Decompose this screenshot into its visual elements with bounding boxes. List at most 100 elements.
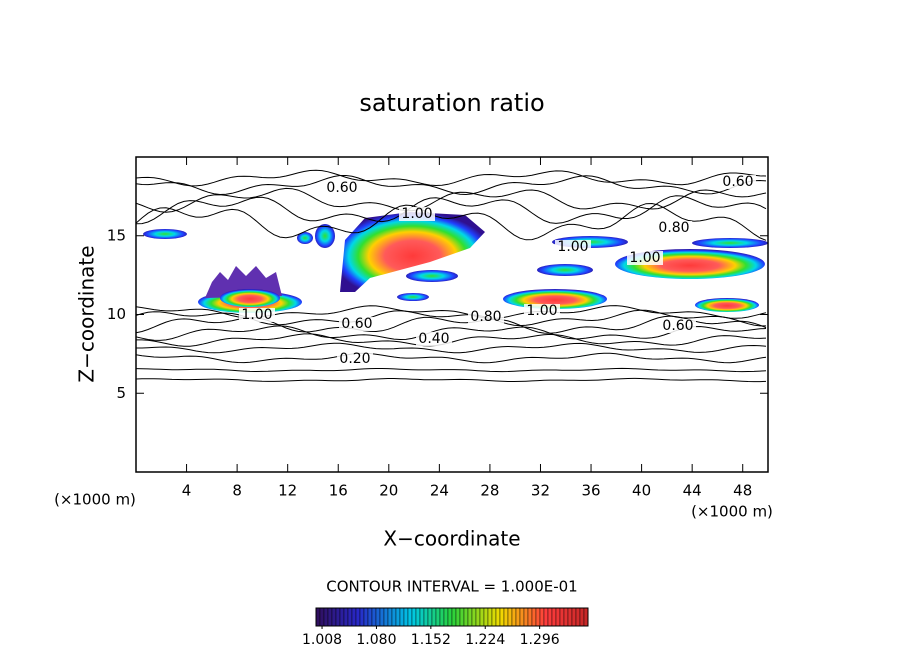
- x-tick-label: 16: [329, 482, 348, 500]
- colorbar-cell: [507, 607, 513, 627]
- cloud: [406, 270, 458, 282]
- contour-label-bg: [324, 181, 360, 195]
- contour-label: 0.40: [418, 331, 449, 347]
- colorbar-cell: [499, 607, 505, 627]
- contour-label: 1.00: [526, 303, 557, 319]
- colorbar-cell: [407, 607, 413, 627]
- colorbar-cell: [535, 607, 541, 627]
- contour-interval: CONTOUR INTERVAL = 1.000E-01: [326, 578, 577, 596]
- colorbar-cell: [411, 607, 417, 627]
- colorbar-cell: [491, 607, 497, 627]
- contour-line: [136, 187, 767, 213]
- contour-label: 0.80: [470, 309, 501, 325]
- contour-label: 0.60: [326, 180, 357, 196]
- contour-label: 0.80: [658, 220, 689, 236]
- colorbar-cell: [347, 607, 353, 627]
- cloud: [695, 298, 759, 312]
- colorbar-cell: [331, 607, 337, 627]
- colorbar-cell: [547, 607, 553, 627]
- y-axis-label: Z−coordinate: [75, 245, 99, 382]
- contour-label-bg: [524, 304, 560, 318]
- colorbar-cell: [335, 607, 341, 627]
- x-tick-label: 40: [632, 482, 651, 500]
- cloud: [315, 224, 335, 248]
- cloud: [537, 264, 593, 276]
- colorbar-cell: [315, 607, 321, 627]
- contour-label: 0.20: [339, 351, 370, 367]
- colorbar-cell: [571, 607, 577, 627]
- colorbar-cell: [563, 607, 569, 627]
- x-tick-label: 8: [232, 482, 242, 500]
- colorbar-cell: [363, 607, 369, 627]
- cloud: [340, 212, 485, 292]
- colorbar-cell: [379, 607, 385, 627]
- contour-label-bg: [660, 319, 696, 333]
- colorbar-cell: [467, 607, 473, 627]
- contour-line: [136, 342, 767, 354]
- x-tick-label: 20: [379, 482, 398, 500]
- colorbar-cell: [567, 607, 573, 627]
- colorbar-tick-label: 1.080: [356, 632, 396, 648]
- colorbar-cell: [339, 607, 345, 627]
- colorbar-cell: [403, 607, 409, 627]
- colorbar-cell: [383, 607, 389, 627]
- contour-line: [136, 352, 767, 364]
- colorbar-cell: [487, 607, 493, 627]
- cloud: [143, 229, 187, 239]
- contour-label-bg: [468, 310, 504, 324]
- colorbar-cell: [447, 607, 453, 627]
- colorbar-cell: [483, 607, 489, 627]
- colorbar-cell: [531, 607, 537, 627]
- colorbar-cell: [539, 607, 545, 627]
- x-tick-label: 32: [531, 482, 550, 500]
- colorbar-cell: [343, 607, 349, 627]
- contour-label: 1.00: [557, 239, 588, 255]
- colorbar-cell: [423, 607, 429, 627]
- y-tick-label: 10: [107, 305, 126, 323]
- y-tick-label: 15: [107, 226, 126, 244]
- colorbar-cell: [375, 607, 381, 627]
- contour-label-bg: [416, 332, 452, 346]
- contour-line: [136, 367, 767, 373]
- colorbar-cell: [435, 607, 441, 627]
- x-tick-label: 28: [480, 482, 499, 500]
- colorbar-cell: [459, 607, 465, 627]
- colorbar-cell: [455, 607, 461, 627]
- colorbar-cell: [471, 607, 477, 627]
- colorbar-cell: [371, 607, 377, 627]
- colorbar-cell: [355, 607, 361, 627]
- colorbar-frame: [315, 607, 589, 627]
- colorbar-cell: [495, 607, 501, 627]
- cloud: [297, 232, 313, 244]
- contour-label: 1.00: [241, 307, 272, 323]
- contour-label-bg: [720, 175, 756, 189]
- colorbar-cell: [583, 607, 589, 627]
- y-tick-label: 5: [116, 384, 126, 402]
- cloud: [220, 289, 280, 307]
- colorbar-cell: [427, 607, 433, 627]
- colorbar-cell: [555, 607, 561, 627]
- x-tick-label: 4: [182, 482, 192, 500]
- contour-label: 0.60: [662, 318, 693, 334]
- colorbar-cell: [523, 607, 529, 627]
- colorbar-cell: [351, 607, 357, 627]
- contour-label-bg: [239, 308, 275, 322]
- x-tick-label: 12: [278, 482, 297, 500]
- colorbar-cell: [527, 607, 533, 627]
- contour-label-bg: [555, 240, 591, 254]
- colorbar-cell: [575, 607, 581, 627]
- contour-label: 0.60: [341, 316, 372, 332]
- y-unit-label: (×1000 m): [54, 491, 136, 509]
- x-axis-label: X−coordinate: [383, 527, 520, 551]
- contour-label-bg: [656, 221, 692, 235]
- colorbar-cell: [451, 607, 457, 627]
- contour-label: 1.00: [401, 206, 432, 222]
- colorbar-tick-label: 1.008: [302, 632, 342, 648]
- colorbar-cell: [387, 607, 393, 627]
- colorbar-cell: [443, 607, 449, 627]
- contour-label-bg: [627, 251, 663, 265]
- cloud: [692, 238, 768, 248]
- contour-line: [136, 175, 767, 196]
- colorbar-cell: [419, 607, 425, 627]
